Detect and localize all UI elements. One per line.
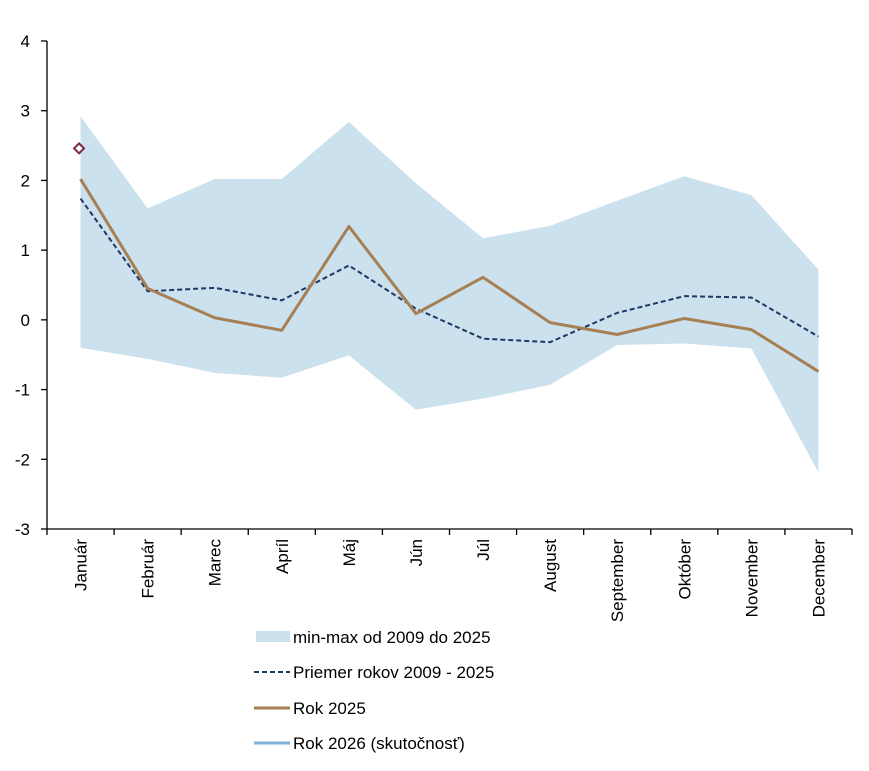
x-tick-label: Apríl — [273, 539, 292, 574]
x-tick-label: Február — [139, 539, 158, 599]
series-line-rok-2025 — [79, 178, 820, 373]
legend-item: min-max od 2009 do 2025 — [256, 628, 491, 647]
y-tick-label: -2 — [15, 450, 30, 469]
legend-label: Rok 2026 (skutočnosť) — [293, 734, 465, 753]
y-tick-label: 2 — [21, 171, 30, 190]
x-tick-label: August — [541, 539, 560, 592]
legend-item: Rok 2026 (skutočnosť) — [254, 734, 465, 753]
y-tick-label: 3 — [21, 102, 30, 121]
legend-item: Rok 2025 — [254, 699, 366, 718]
y-tick-label: 0 — [21, 311, 30, 330]
x-ticks: Január Február Marec Apríl Máj Jún Júl August Se… — [46, 529, 853, 622]
legend-item: Priemer rokov 2009 - 2025 — [254, 663, 494, 682]
x-tick-label: Október — [675, 539, 694, 600]
y-tick-label: 4 — [21, 32, 30, 51]
x-tick-label: Jún — [407, 539, 426, 566]
legend: min-max od 2009 do 2025 Priemer rokov 200… — [254, 628, 494, 753]
x-tick-label: Máj — [340, 539, 359, 566]
y-tick-label: -1 — [15, 381, 30, 400]
x-tick-label: Júl — [474, 539, 493, 561]
x-tick-label: Marec — [206, 539, 225, 587]
series-layer — [72, 141, 820, 373]
legend-label: Rok 2025 — [293, 699, 366, 718]
y-ticks: 4 3 2 1 0 -1 -2 -3 — [15, 32, 47, 539]
legend-swatch-area — [256, 631, 290, 642]
legend-label: min-max od 2009 do 2025 — [293, 628, 491, 647]
y-tick-label: 1 — [21, 241, 30, 260]
legend-label: Priemer rokov 2009 - 2025 — [293, 663, 494, 682]
x-tick-label: September — [608, 539, 627, 622]
data-point-marker — [72, 141, 86, 155]
x-tick-label: November — [742, 539, 761, 618]
y-tick-label: -3 — [15, 520, 30, 539]
series-line-priemer-rokov-2009-2025 — [79, 197, 819, 344]
x-tick-label: Január — [72, 539, 91, 591]
x-tick-label: December — [809, 539, 828, 618]
